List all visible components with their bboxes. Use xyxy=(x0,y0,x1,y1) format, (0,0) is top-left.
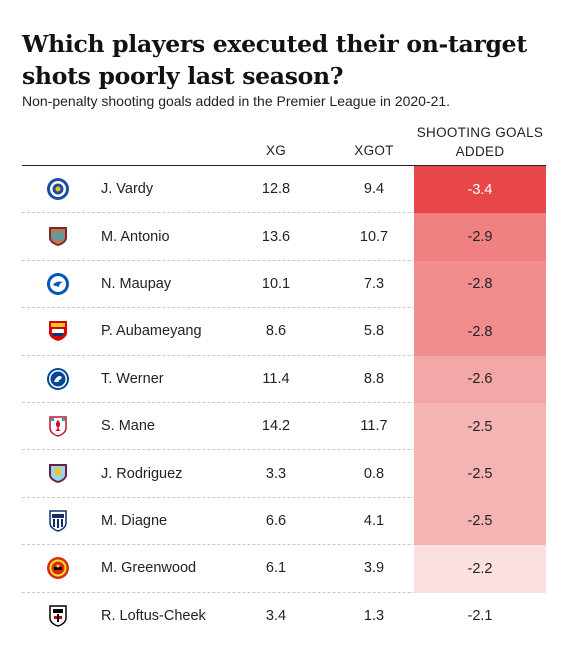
player-name: P. Aubameyang xyxy=(101,323,202,340)
table-row: M. Diagne 6.6 4.1 -2.5 xyxy=(22,497,546,546)
xg-value: 10.1 xyxy=(261,275,291,292)
xg-value: 8.6 xyxy=(265,323,287,340)
shooting-goals-added-value: -3.4 xyxy=(414,166,546,214)
table-row: J. Rodriguez 3.3 0.8 -2.5 xyxy=(22,450,546,498)
brighton-crest-icon xyxy=(46,272,70,296)
table-row: R. Loftus-Cheek 3.4 1.3 -2.1 xyxy=(22,593,546,639)
player-name: J. Rodriguez xyxy=(101,465,183,482)
xgot-value: 7.3 xyxy=(363,275,385,292)
xg-value: 11.4 xyxy=(262,370,290,387)
shooting-goals-added-value: -2.2 xyxy=(414,545,546,593)
stats-table: XG XGOT SHOOTING GOALS ADDED J. Vardy 12.… xyxy=(22,118,546,639)
shooting-goals-added-value: -2.9 xyxy=(414,213,546,261)
xg-value: 12.8 xyxy=(261,181,291,198)
player-name: J. Vardy xyxy=(101,181,154,198)
player-name: N. Maupay xyxy=(101,275,172,292)
arsenal-crest-icon xyxy=(46,319,70,343)
player-name: S. Mane xyxy=(101,418,155,435)
xg-value: 6.6 xyxy=(265,512,287,529)
chart-subtitle: Non-penalty shooting goals added in the … xyxy=(22,93,451,109)
table-row: P. Aubameyang 8.6 5.8 -2.8 xyxy=(22,308,546,356)
player-name: M. Diagne xyxy=(101,512,168,529)
xg-value: 14.2 xyxy=(261,418,291,435)
table-row: T. Werner 11.4 8.8 -2.6 xyxy=(22,355,546,403)
column-header-xgot: XGOT xyxy=(354,143,394,158)
table-row: S. Mane 14.2 11.7 -2.5 xyxy=(22,402,546,451)
xg-value: 13.6 xyxy=(261,228,291,245)
xgot-value: 11.7 xyxy=(360,418,388,435)
chelsea-crest-icon xyxy=(46,367,70,391)
man-united-crest-icon xyxy=(46,556,70,580)
liverpool-crest-icon xyxy=(46,414,70,438)
table-row: J. Vardy 12.8 9.4 -3.4 xyxy=(22,166,546,214)
player-name: M. Greenwood xyxy=(101,560,197,577)
west-ham-crest-icon xyxy=(46,224,70,248)
shooting-goals-added-value: -2.5 xyxy=(414,450,546,498)
table-row: M. Antonio 13.6 10.7 -2.9 xyxy=(22,213,546,261)
player-name: R. Loftus-Cheek xyxy=(101,607,206,624)
player-name: T. Werner xyxy=(101,370,164,387)
table-row: M. Greenwood 6.1 3.9 -2.2 xyxy=(22,545,546,593)
column-header-xg: XG xyxy=(265,143,287,158)
table-row: N. Maupay 10.1 7.3 -2.8 xyxy=(22,260,546,309)
table-body: J. Vardy 12.8 9.4 -3.4 M. Antonio 13.6 10.7 -2.… xyxy=(22,166,546,639)
xg-value: 6.1 xyxy=(265,560,287,577)
player-name: M. Antonio xyxy=(101,228,170,245)
xg-value: 3.4 xyxy=(265,607,287,624)
xgot-value: 8.8 xyxy=(363,370,385,387)
xgot-value: 3.9 xyxy=(363,560,385,577)
xgot-value: 10.7 xyxy=(359,228,389,245)
fulham-crest-icon xyxy=(46,604,70,628)
shooting-goals-added-value: -2.6 xyxy=(414,355,546,403)
column-header-shooting-goals-added: SHOOTING GOALS ADDED xyxy=(416,125,544,159)
xg-value: 3.3 xyxy=(265,465,287,482)
shooting-goals-added-value: -2.5 xyxy=(414,497,546,546)
west-brom-crest-icon xyxy=(46,509,70,533)
xgot-value: 0.8 xyxy=(363,465,385,482)
shooting-goals-added-value: -2.8 xyxy=(414,260,546,309)
xgot-value: 9.4 xyxy=(363,181,385,198)
table-header: XG XGOT SHOOTING GOALS ADDED xyxy=(22,118,546,166)
burnley-crest-icon xyxy=(46,461,70,485)
xgot-value: 5.8 xyxy=(363,323,385,340)
chart-title: Which players executed their on-target s… xyxy=(22,30,527,90)
shooting-goals-added-value: -2.1 xyxy=(467,608,493,625)
shooting-goals-added-value: -2.5 xyxy=(414,402,546,451)
leicester-crest-icon xyxy=(46,177,70,201)
xgot-value: 4.1 xyxy=(363,512,385,529)
xgot-value: 1.3 xyxy=(363,607,385,624)
shooting-goals-added-value: -2.8 xyxy=(414,308,546,356)
